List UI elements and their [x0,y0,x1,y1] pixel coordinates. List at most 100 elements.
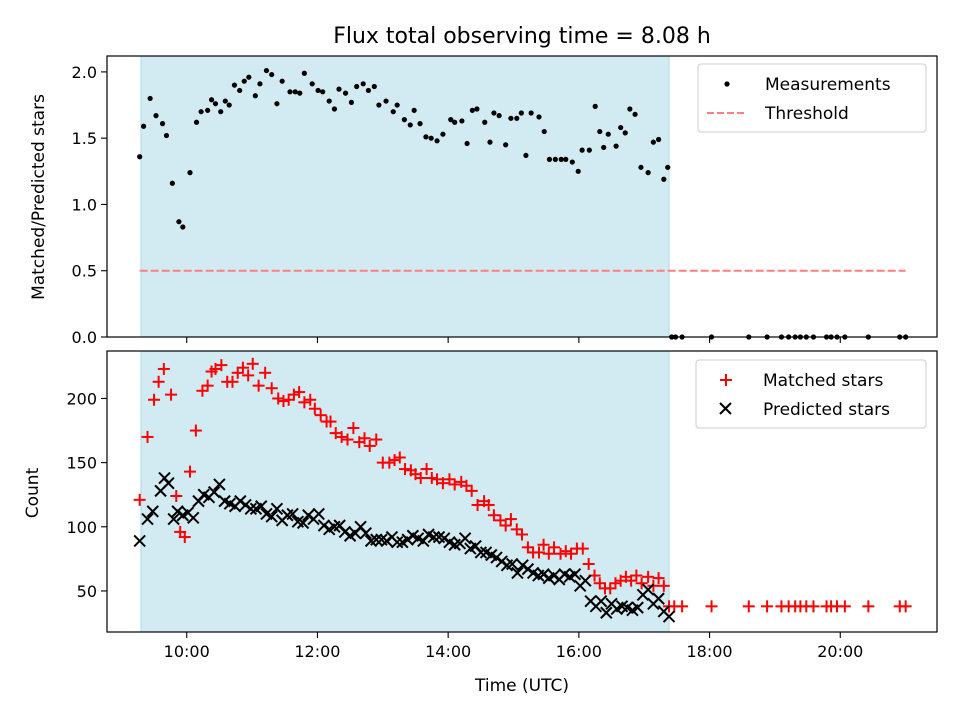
matched-star-point [335,430,348,443]
predicted-star-d2 [422,528,435,541]
matched-star-point [635,577,648,590]
measurement-point [613,143,619,149]
measurement-point [434,138,440,144]
matched-star-point [293,386,306,399]
matched-star-point [298,396,311,409]
matched-star-point [899,600,912,613]
predicted-star-point [359,526,373,540]
measurement-point [518,110,524,116]
y-tick-label: 100 [66,518,97,537]
predicted-star-d2 [187,511,200,525]
legend-predicted-label: Predicted stars [763,400,890,420]
measurement-point [411,107,417,113]
matched-star-point [448,478,461,491]
matched-star-point [148,393,161,406]
measurement-point [336,86,342,92]
x-tick-label: 12:00 [294,642,340,661]
matched-star-point [414,472,427,485]
predicted-star-d2 [615,600,629,613]
matched-star-point [465,484,478,497]
figure-title: Flux total observing time = 8.08 h [333,24,711,49]
measurement-point [650,139,656,145]
matched-star-point [436,477,449,490]
measurement-point [655,136,662,143]
matched-star-point [189,424,202,437]
measurement-point [523,152,529,159]
predicted-star-point [594,594,608,608]
x-tick-label: 18:00 [687,642,733,661]
predicted-star-d2 [162,476,175,490]
measurement-point [632,111,638,117]
ratio-panel: 0.00.51.01.52.0 Matched/Predicted stars … [29,55,938,347]
matched-star-point [399,463,412,476]
predicted-star-d2 [474,546,488,559]
matched-star-point [358,432,371,445]
predicted-star-point [265,510,278,523]
predicted-star-point [579,574,592,587]
measurement-point [491,110,497,116]
matched-star-point [420,463,433,476]
matched-star-point [252,379,265,392]
measurement-point [440,131,446,137]
matched-star-point [265,382,278,395]
measurement-point [417,120,423,127]
x-tick-label: 14:00 [425,642,471,661]
ratio-legend-box [697,63,927,133]
observing-span-shade [140,350,670,633]
measurement-point [301,70,307,76]
matched-star-point [277,395,290,408]
measurement-point [257,81,263,87]
matched-star-point [388,454,401,467]
predicted-star-d2 [354,520,367,533]
matched-star-point [287,388,300,401]
matched-star-point [231,366,244,379]
predicted-star-d2 [485,548,498,562]
predicted-star-point [474,546,488,559]
matched-star-point [471,498,484,511]
predicted-star-d2 [286,507,299,521]
predicted-star-point [255,500,268,513]
predicted-star-point [600,606,613,619]
matched-star-point [196,384,209,397]
matched-star-point [487,509,500,522]
y-tick-label: 2.0 [72,63,97,82]
predicted-star-d2 [375,533,388,546]
measurement-point [360,81,366,87]
matched-star-point [609,577,622,590]
count-legend-box [695,359,927,429]
predicted-star-d2 [296,516,310,530]
matched-star-point [425,472,438,485]
predicted-star-d2 [255,500,268,513]
predicted-star-point [296,516,310,530]
measurement-point [226,102,232,108]
matched-star-point [324,415,337,428]
matched-star-point [494,514,507,527]
ratio-panel-frame [106,55,938,338]
measurement-point [252,93,258,99]
matched-star-point [657,579,670,592]
predicted-star-point [631,601,644,614]
matched-star-point [838,600,851,613]
predicted-star-point [458,532,472,545]
measurement-point [579,147,585,153]
measurement-point [246,74,252,80]
matched-star-point [393,451,406,464]
predicted-star-point [427,530,440,544]
matched-star-point [201,379,214,392]
measurement-point [180,224,186,230]
predicted-star-point [286,507,299,521]
count-panel-frame [106,350,938,633]
predicted-star-d2 [213,478,226,491]
measurement-point [342,90,349,96]
matched-star-point [642,570,655,583]
matched-star-point [215,359,228,372]
measurement-point [536,114,542,120]
matched-star-point [157,362,170,375]
predicted-star-d2 [432,530,446,544]
measurement-point [222,98,228,104]
measurement-point [569,159,575,165]
measurement-point [575,168,581,174]
predicted-star-d2 [207,485,221,499]
matched-star-point [504,513,517,526]
matched-star-point [705,600,718,613]
